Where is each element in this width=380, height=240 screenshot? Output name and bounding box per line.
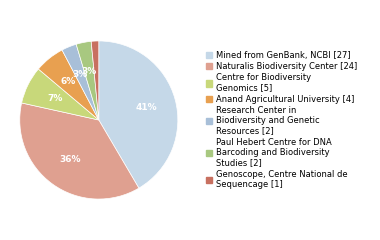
Text: 41%: 41%	[135, 103, 157, 112]
Wedge shape	[22, 69, 99, 120]
Text: 6%: 6%	[60, 77, 76, 86]
Wedge shape	[20, 103, 139, 199]
Wedge shape	[38, 50, 99, 120]
Text: 36%: 36%	[59, 155, 81, 164]
Wedge shape	[91, 41, 99, 120]
Legend: Mined from GenBank, NCBI [27], Naturalis Biodiversity Center [24], Centre for Bi: Mined from GenBank, NCBI [27], Naturalis…	[206, 51, 357, 189]
Text: 7%: 7%	[47, 94, 63, 103]
Text: 3%: 3%	[73, 70, 88, 79]
Wedge shape	[99, 41, 178, 188]
Text: 3%: 3%	[82, 67, 97, 76]
Wedge shape	[62, 44, 99, 120]
Wedge shape	[76, 41, 99, 120]
